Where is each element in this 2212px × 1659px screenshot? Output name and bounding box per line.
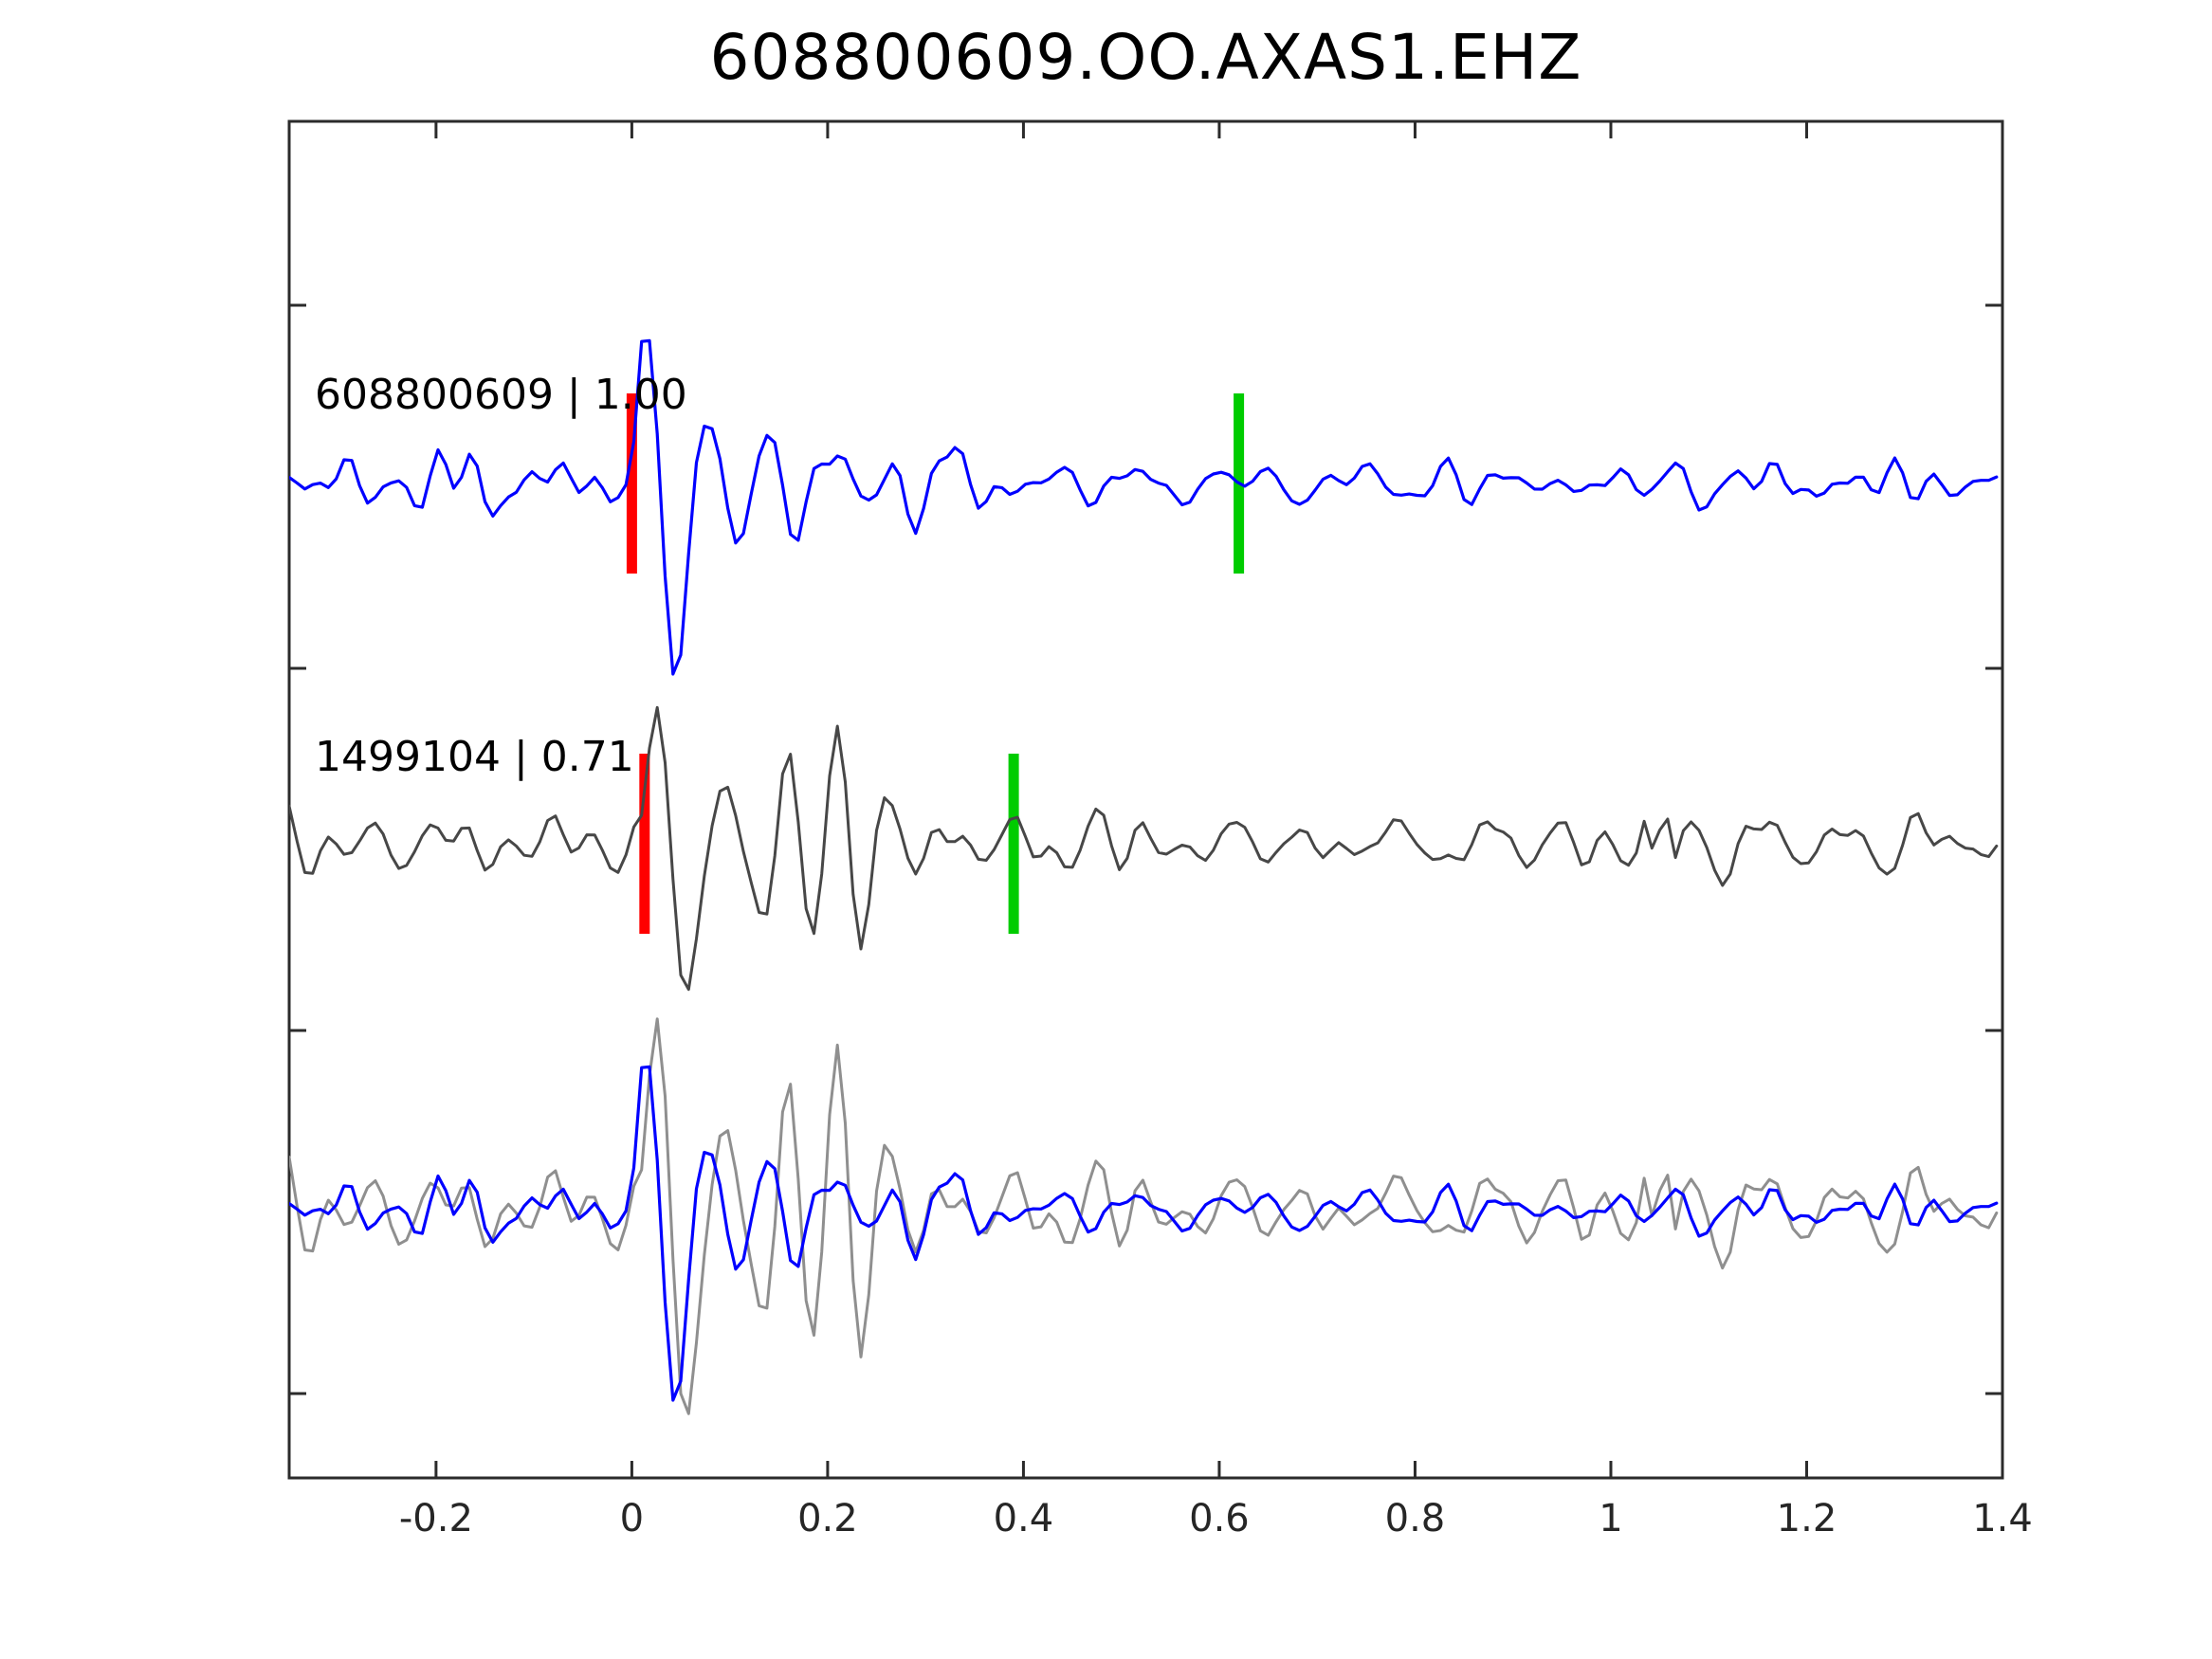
waveform-overlay-1499104 (289, 1017, 1999, 1415)
trace-label-template: 608800609 | 1.00 (315, 371, 687, 419)
waveform-detection (289, 705, 1999, 992)
chart-title: 608800609.OO.AXAS1.EHZ (709, 21, 1582, 94)
waveform-traces (289, 338, 1999, 1415)
x-tick-label: 1.2 (1776, 1497, 1837, 1540)
axis-ticks (289, 121, 2004, 1478)
pick-end-marker (1008, 754, 1019, 934)
waveform-template (289, 338, 1999, 676)
waveform-overlay-608800609 (289, 1065, 1999, 1402)
trace-label-detection: 1499104 | 0.71 (315, 733, 634, 781)
x-tick-label: 0.6 (1189, 1497, 1250, 1540)
pick-start-marker (626, 393, 637, 574)
x-tick-label: 1.4 (1972, 1497, 2033, 1540)
x-tick-label: -0.2 (398, 1497, 473, 1540)
x-tick-label: 0 (619, 1497, 645, 1540)
x-tick-label: 0.4 (993, 1497, 1054, 1540)
x-tick-label: 1 (1599, 1497, 1623, 1540)
plot-frame (287, 119, 2004, 1480)
x-tick-label: 0.8 (1384, 1497, 1446, 1540)
pick-start-marker (639, 754, 650, 934)
x-tick-label: 0.2 (797, 1497, 858, 1540)
pick-markers (626, 393, 1245, 934)
